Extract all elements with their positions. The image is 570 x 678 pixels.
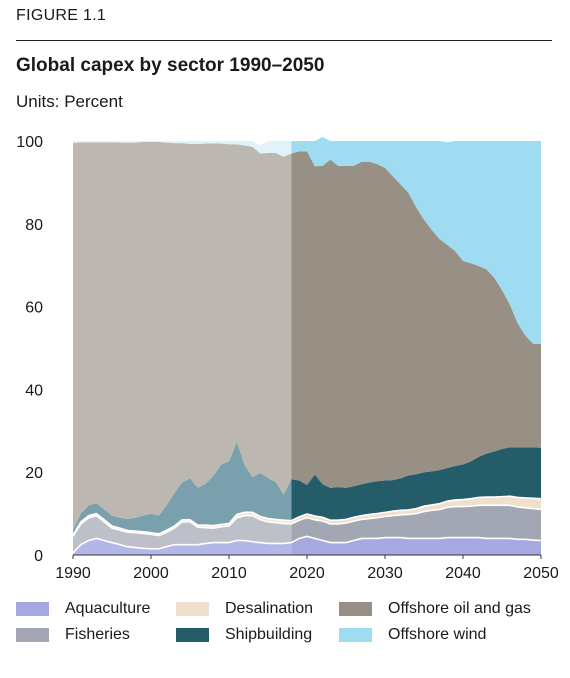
area-shipbuilding-historical (73, 441, 292, 536)
boundary-fisheries-proj (291, 504, 541, 525)
x-tick-label: 2030 (367, 565, 403, 582)
legend-label: Shipbuilding (225, 626, 313, 643)
units-label: Units: (16, 92, 60, 111)
chart-title: Global capex by sector 1990–2050 (16, 55, 325, 76)
y-tick-label: 40 (25, 382, 43, 399)
area-desalination-projected (291, 496, 541, 524)
legend-item-offshore-wind: Offshore wind (339, 626, 486, 644)
area-offshore-wind-historical (73, 141, 292, 157)
x-tick-label: 1990 (55, 565, 91, 582)
legend-label: Offshore wind (388, 626, 487, 643)
legend-swatch (339, 602, 372, 616)
legend-swatch (176, 602, 209, 616)
units-line: Units: Percent (16, 92, 123, 112)
x-tick-label: 2020 (289, 565, 325, 582)
area-offshore-oil-and-gas-projected (291, 151, 541, 488)
legend-item-desalination: Desalination (176, 600, 313, 618)
boundary-desalination-hist (73, 511, 292, 536)
legend-label: Offshore oil and gas (388, 600, 531, 617)
legend-swatch (16, 602, 49, 616)
area-offshore-wind-projected (291, 136, 541, 344)
legend-item-offshore-oil-and-gas: Offshore oil and gas (339, 600, 531, 618)
y-tick-label: 100 (16, 134, 43, 151)
x-tick-label: 2040 (445, 565, 481, 582)
y-tick-label: 0 (34, 548, 43, 565)
x-tick-label: 2000 (133, 565, 169, 582)
legend-label: Aquaculture (65, 600, 151, 617)
boundary-fisheries-hist (73, 514, 292, 537)
legend-label: Desalination (225, 600, 314, 617)
legend-swatch (176, 628, 209, 642)
historical-areas (73, 141, 292, 555)
legend-item-shipbuilding: Shipbuilding (176, 626, 312, 644)
boundary-desalination-proj (291, 495, 541, 522)
area-offshore-oil-and-gas-historical (73, 141, 292, 531)
x-tick-label: 2010 (211, 565, 247, 582)
legend-item-aquaculture: Aquaculture (16, 600, 150, 618)
boundary-aquaculture-proj (291, 535, 541, 544)
x-tick-label: 2050 (523, 565, 559, 582)
projected-areas (291, 136, 541, 555)
legend-label: Fisheries (65, 626, 130, 643)
area-aquaculture-historical (73, 538, 292, 555)
y-tick-label: 80 (25, 217, 43, 234)
area-fisheries-historical (73, 515, 292, 553)
legend-swatch (339, 628, 372, 642)
y-tick-label: 60 (25, 300, 43, 317)
y-tick-label: 20 (25, 465, 43, 482)
figure-label: FIGURE 1.1 (16, 7, 107, 24)
boundary-aquaculture-hist (73, 537, 292, 554)
header-rule (16, 40, 552, 41)
area-shipbuilding-projected (291, 447, 541, 521)
legend-item-fisheries: Fisheries (16, 626, 130, 644)
units-value: Percent (64, 92, 123, 111)
area-fisheries-projected (291, 505, 541, 543)
legend-swatch (16, 628, 49, 642)
